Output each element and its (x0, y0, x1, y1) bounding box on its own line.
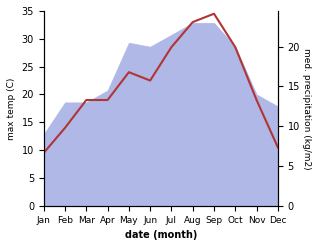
X-axis label: date (month): date (month) (125, 230, 197, 240)
Y-axis label: med. precipitation (kg/m2): med. precipitation (kg/m2) (302, 48, 311, 169)
Y-axis label: max temp (C): max temp (C) (7, 77, 16, 140)
